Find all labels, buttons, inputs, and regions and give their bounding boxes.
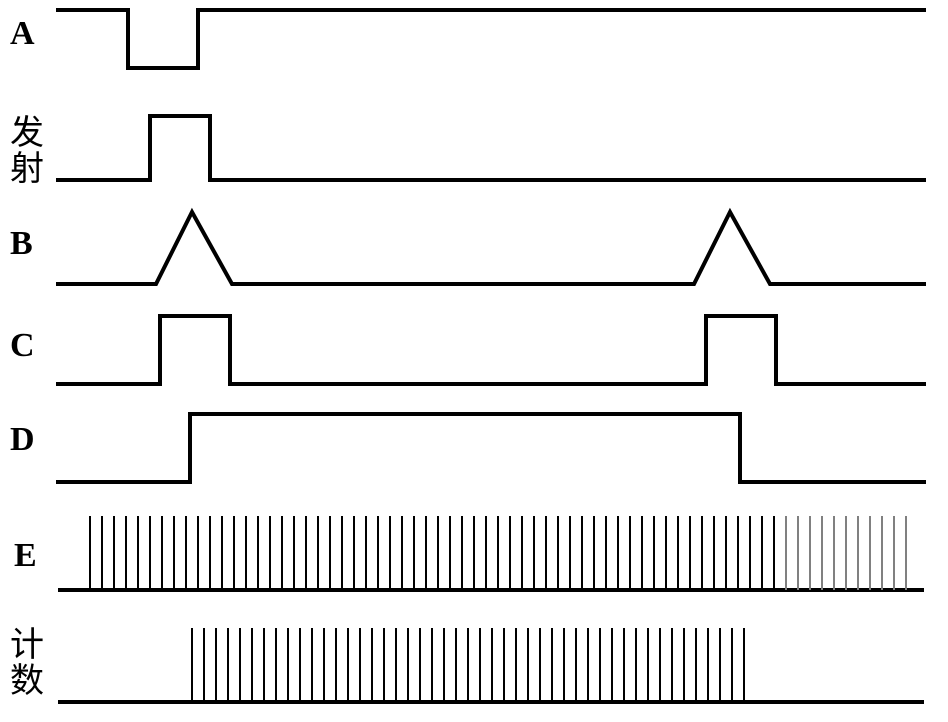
trace-c — [58, 316, 924, 384]
trace-a — [58, 10, 924, 68]
trace-b — [58, 212, 924, 284]
trace-tx — [58, 116, 924, 180]
timing-diagram — [0, 0, 948, 722]
trace-d — [58, 414, 924, 482]
